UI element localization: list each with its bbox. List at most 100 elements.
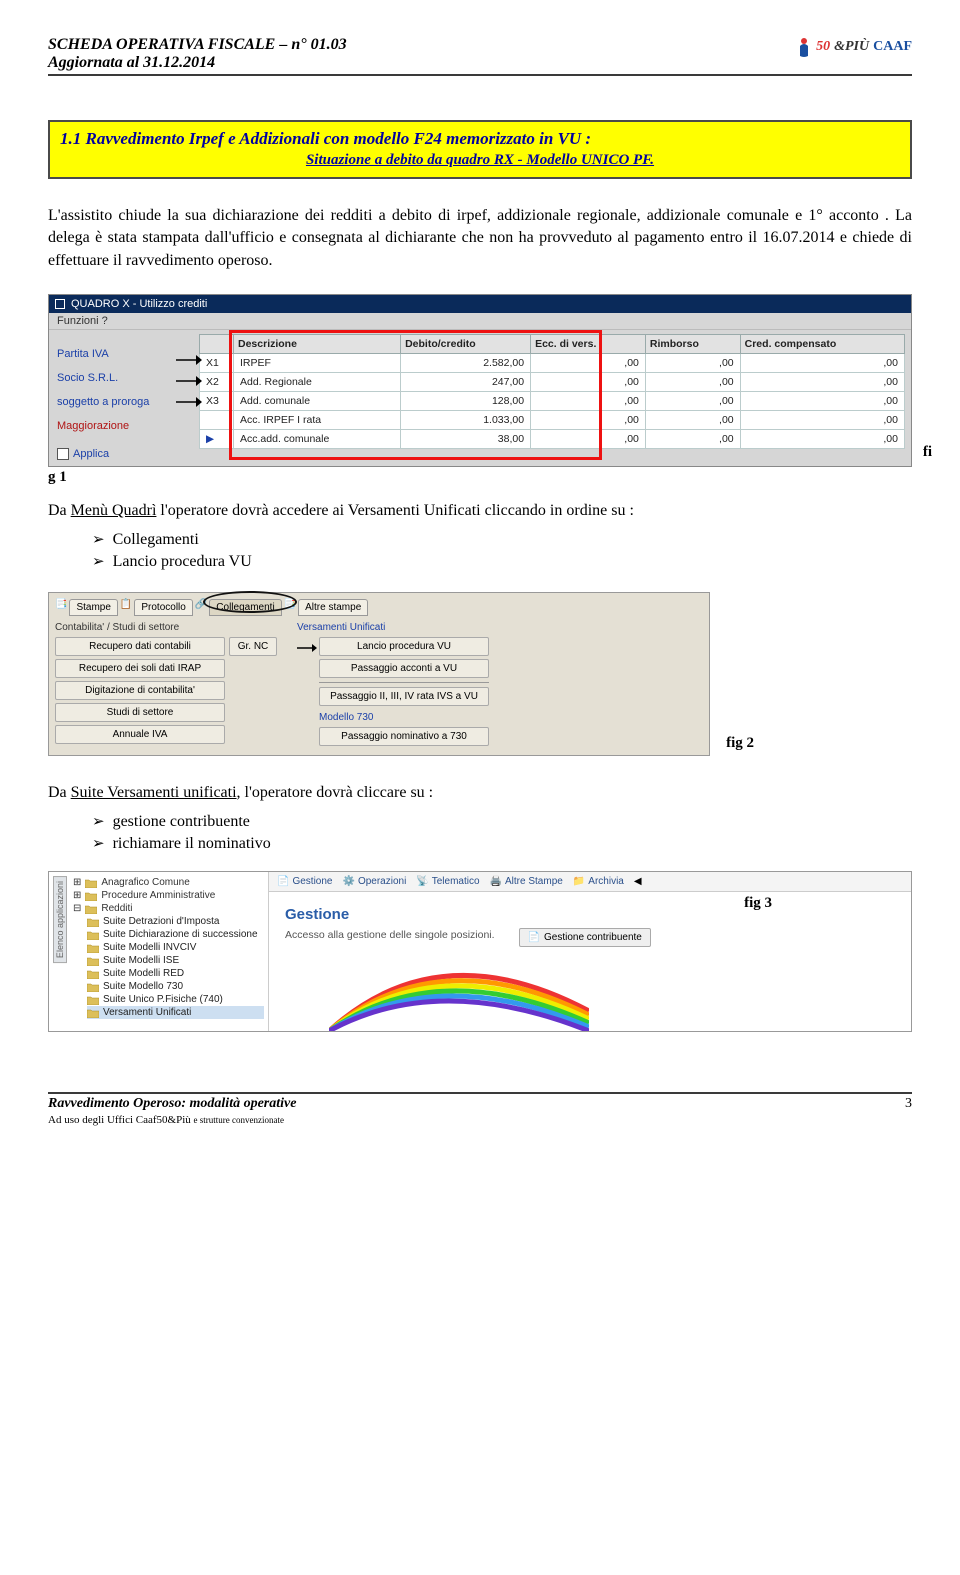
btn-digitazione[interactable]: Digitazione di contabilita' <box>55 681 225 700</box>
col-debito-credito: Debito/credito <box>401 335 531 354</box>
rainbow-decoration <box>329 961 589 1031</box>
btn-gestione-contribuente[interactable]: 📄Gestione contribuente <box>519 928 651 947</box>
checkbox-icon <box>57 448 69 460</box>
tree-leaf[interactable]: Suite Dichiarazione di successione <box>87 928 264 941</box>
btn-passaggio-730[interactable]: Passaggio nominativo a 730 <box>319 727 489 746</box>
header-line1: SCHEDA OPERATIVA FISCALE – n° 01.03 <box>48 36 347 53</box>
logo-caaf: CAAF <box>873 39 912 55</box>
tab-protocollo[interactable]: Protocollo <box>134 599 192 616</box>
page-header: SCHEDA OPERATIVA FISCALE – n° 01.03 Aggi… <box>48 36 912 76</box>
tree-node[interactable]: ⊟Redditi <box>73 902 264 915</box>
fig1-menubar[interactable]: Funzioni ? <box>49 313 911 330</box>
figure-2: 📑 Stampe 📋 Protocollo 🔗 Collegamenti 📑 A… <box>48 592 710 756</box>
list-item: Collegamenti <box>92 530 912 549</box>
tab-item-icon: 📋 <box>120 599 132 616</box>
footer-subline-b: e strutture convenzionate <box>194 1115 284 1125</box>
col-cred-comp: Cred. compensato <box>740 335 904 354</box>
folder-icon <box>85 878 97 888</box>
tree-leaf[interactable]: Suite Modelli ISE <box>87 954 264 967</box>
checkbox-applica[interactable]: Applica <box>57 448 191 460</box>
arrow-right-icon <box>176 354 202 366</box>
folder-icon <box>87 917 99 927</box>
tree-leaf[interactable]: Suite Modello 730 <box>87 980 264 993</box>
logo-fifty: 50 <box>816 39 830 55</box>
section-subtitle: Situazione a debito da quadro RX - Model… <box>60 152 900 169</box>
table-row: Acc. IRPEF I rata1.033,00,00,00,00 <box>200 411 905 430</box>
fig1-table: Descrizione Debito/credito Ecc. di vers.… <box>199 334 905 449</box>
list-item: Lancio procedura VU <box>92 552 912 571</box>
table-row: X1IRPEF2.582,00,00,00,00 <box>200 354 905 373</box>
toolbar-archivia[interactable]: 📁Archivia <box>573 876 624 887</box>
figure-3: Elenco applicazioni ⊞Anagrafico Comune ⊞… <box>48 871 912 1032</box>
label-maggiorazione: Maggiorazione <box>57 420 191 432</box>
list-item: gestione contribuente <box>92 812 912 831</box>
fig2-tabs: 📑 Stampe 📋 Protocollo 🔗 Collegamenti 📑 A… <box>55 599 489 616</box>
tree-leaf[interactable]: Suite Detrazioni d'Imposta <box>87 915 264 928</box>
tree-leaf[interactable]: Suite Unico P.Fisiche (740) <box>87 993 264 1006</box>
toolbar-scroll-icon[interactable]: ◀ <box>634 876 642 887</box>
table-row: X3Add. comunale128,00,00,00,00 <box>200 392 905 411</box>
fig3-sidebar-tab[interactable]: Elenco applicazioni <box>53 876 67 963</box>
fig2-caption: fig 2 <box>726 735 754 752</box>
arrow-right-icon <box>176 375 202 387</box>
btn-gr-nc[interactable]: Gr. NC <box>229 637 277 656</box>
tree-leaf[interactable]: Suite Modelli INVCIV <box>87 941 264 954</box>
folder-icon <box>87 943 99 953</box>
gestione-heading: Gestione <box>285 906 495 923</box>
logo-epiu: &PIÙ <box>834 39 869 55</box>
tree-node[interactable]: ⊞Procedure Amministrative <box>73 889 264 902</box>
toolbar-telematico[interactable]: 📡Telematico <box>416 876 479 887</box>
list-item: richiamare il nominativo <box>92 834 912 853</box>
figure-1: QUADRO X - Utilizzo crediti Funzioni ? P… <box>48 294 912 467</box>
tab-altre-stampe[interactable]: Altre stampe <box>298 599 368 616</box>
btn-recupero-irap[interactable]: Recupero dei soli dati IRAP <box>55 659 225 678</box>
fig2-right-header2: Modello 730 <box>319 712 489 723</box>
header-line2: Aggiornata al 31.12.2014 <box>48 54 347 72</box>
fig3-toolbar: 📄Gestione ⚙️Operazioni 📡Telematico 🖨️Alt… <box>269 872 911 892</box>
toolbar-gestione[interactable]: 📄Gestione <box>277 876 332 887</box>
fig2-right-header: Versamenti Unificati <box>297 622 489 633</box>
fig1-label-g1: g 1 <box>48 469 912 486</box>
col-blank <box>200 335 234 354</box>
header-title: SCHEDA OPERATIVA FISCALE – n° 01.03 Aggi… <box>48 36 347 72</box>
section-title: 1.1 Ravvedimento Irpef e Addizionali con… <box>60 128 900 150</box>
table-row: ▶Acc.add. comunale38,00,00,00,00 <box>200 430 905 449</box>
btn-passaggio-ivs[interactable]: Passaggio II, III, IV rata IVS a VU <box>319 687 489 706</box>
btn-recupero-dati[interactable]: Recupero dati contabili <box>55 637 225 656</box>
header-logo: 50&PIÙCAAF <box>796 36 912 58</box>
tree-leaf[interactable]: Suite Modelli RED <box>87 967 264 980</box>
fig2-left-col: Contabilita' / Studi di settore Recupero… <box>55 622 277 749</box>
logo-person-icon <box>796 36 812 58</box>
fig1-arrows <box>176 354 202 408</box>
btn-passaggio-acconti[interactable]: Passaggio acconti a VU <box>319 659 489 678</box>
tab-item-icon: 📑 <box>55 599 67 616</box>
fig3-right-panel: 📄Gestione ⚙️Operazioni 📡Telematico 🖨️Alt… <box>269 872 911 1031</box>
toolbar-operazioni[interactable]: ⚙️Operazioni <box>342 876 406 887</box>
tab-stampe[interactable]: Stampe <box>69 599 117 616</box>
folder-icon <box>87 1008 99 1018</box>
tab-collegamenti[interactable]: Collegamenti <box>209 599 281 616</box>
tree-leaf-active[interactable]: Versamenti Unificati <box>87 1006 264 1019</box>
tab-item-icon: 🔗 <box>195 599 207 616</box>
list-collegamenti: Collegamenti Lancio procedura VU <box>92 530 912 571</box>
tree-node[interactable]: ⊞Anagrafico Comune <box>73 876 264 889</box>
page-footer: Ravvedimento Operoso: modalità operative… <box>48 1094 912 1128</box>
arrow-right-icon <box>297 643 317 653</box>
toolbar-altre-stampe[interactable]: 🖨️Altre Stampe <box>490 876 563 887</box>
folder-icon <box>87 930 99 940</box>
checkbox-label: Applica <box>73 448 109 460</box>
btn-lancio-vu[interactable]: Lancio procedura VU <box>319 637 489 656</box>
gestione-panel: Gestione Accesso alla gestione delle sin… <box>285 906 495 947</box>
gestione-desc: Accesso alla gestione delle singole posi… <box>285 929 495 941</box>
btn-studi-settore[interactable]: Studi di settore <box>55 703 225 722</box>
fig1-left-sidebar: Partita IVA Socio S.R.L. soggetto a pror… <box>49 330 197 466</box>
page-number: 3 <box>905 1096 912 1128</box>
para-menu-quadri: Da Menù Quadrì l'operatore dovrà acceder… <box>48 502 912 520</box>
fig2-left-header: Contabilita' / Studi di settore <box>55 622 277 633</box>
footer-subline-a: Ad uso degli Uffici Caaf50&Più <box>48 1114 194 1126</box>
para-suite-versamenti: Da Suite Versamenti unificati, l'operato… <box>48 784 912 802</box>
btn-annuale-iva[interactable]: Annuale IVA <box>55 725 225 744</box>
arrow-right-icon <box>176 396 202 408</box>
fig3-tree: Elenco applicazioni ⊞Anagrafico Comune ⊞… <box>49 872 269 1031</box>
fig1-title: QUADRO X - Utilizzo crediti <box>71 298 207 310</box>
